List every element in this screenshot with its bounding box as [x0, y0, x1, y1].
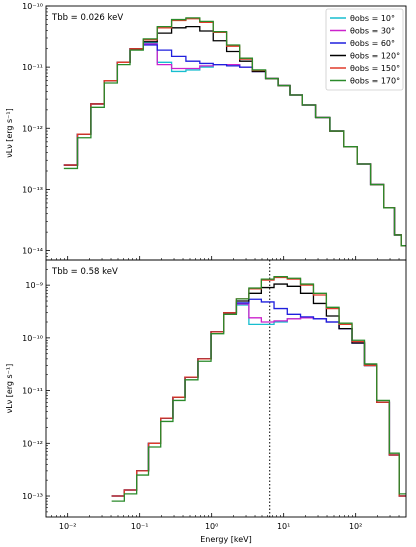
series-line-4	[111, 283, 406, 497]
y-tick-label: 10⁻⁹	[25, 281, 43, 290]
series-line-1	[111, 304, 406, 497]
legend-label: θobs = 120°	[350, 52, 400, 61]
y-axis-label: νLν [erg s⁻¹]	[5, 108, 14, 157]
series-line-2	[111, 303, 406, 497]
panel-annotation: Tbb = 0.58 keV	[51, 267, 118, 277]
x-tick-label: 10⁰	[205, 522, 218, 531]
y-tick-label: 10⁻¹²	[22, 439, 43, 448]
series-line-5	[111, 276, 406, 497]
panel-annotation: Tbb = 0.026 keV	[51, 13, 123, 23]
legend-label: θobs = 150°	[350, 64, 400, 73]
legend: θobs = 10° θobs = 30° θobs = 60° θobs = 120…	[325, 8, 404, 91]
legend-label: θobs = 10°	[350, 14, 395, 23]
panel-1: 10⁻¹⁴ 10⁻¹³ 10⁻¹² 10⁻¹¹ 10⁻¹⁰ Tbb = 0.026 keV…	[5, 2, 407, 261]
y-tick-label: 10⁻¹¹	[22, 63, 43, 72]
legend-label: θobs = 60°	[350, 39, 395, 48]
x-axis-label: Energy [keV]	[200, 535, 252, 544]
y-tick-label: 10⁻¹⁰	[22, 2, 43, 11]
series-line-6	[111, 276, 406, 502]
y-tick-label: 10⁻¹³	[22, 185, 43, 194]
series-group	[111, 276, 406, 502]
y-tick-label: 10⁻¹⁴	[22, 247, 43, 256]
legend-label: θobs = 170°	[350, 77, 400, 86]
x-tick-label: 10²	[349, 522, 362, 531]
legend-box	[325, 8, 404, 91]
panel-frame	[45, 259, 407, 518]
y-tick-label: 10⁻¹⁰	[22, 334, 43, 343]
y-axis-label: νLν [erg s⁻¹]	[5, 364, 14, 413]
x-tick-label: 10⁻¹	[131, 522, 149, 531]
series-line-3	[111, 298, 406, 497]
y-tick-label: 10⁻¹²	[22, 124, 43, 133]
x-tick-label: 10⁻²	[59, 522, 77, 531]
y-tick-label: 10⁻¹¹	[22, 387, 43, 396]
panel-2: 10⁻¹³ 10⁻¹² 10⁻¹¹ 10⁻¹⁰ 10⁻⁹ Tbb = 0.58 keV νL…	[5, 259, 407, 518]
x-tick-label: 10¹	[277, 522, 290, 531]
y-tick-label: 10⁻¹³	[22, 492, 43, 501]
legend-label: θobs = 30°	[350, 27, 395, 36]
series-group	[63, 17, 406, 247]
series-line-6	[63, 17, 406, 247]
